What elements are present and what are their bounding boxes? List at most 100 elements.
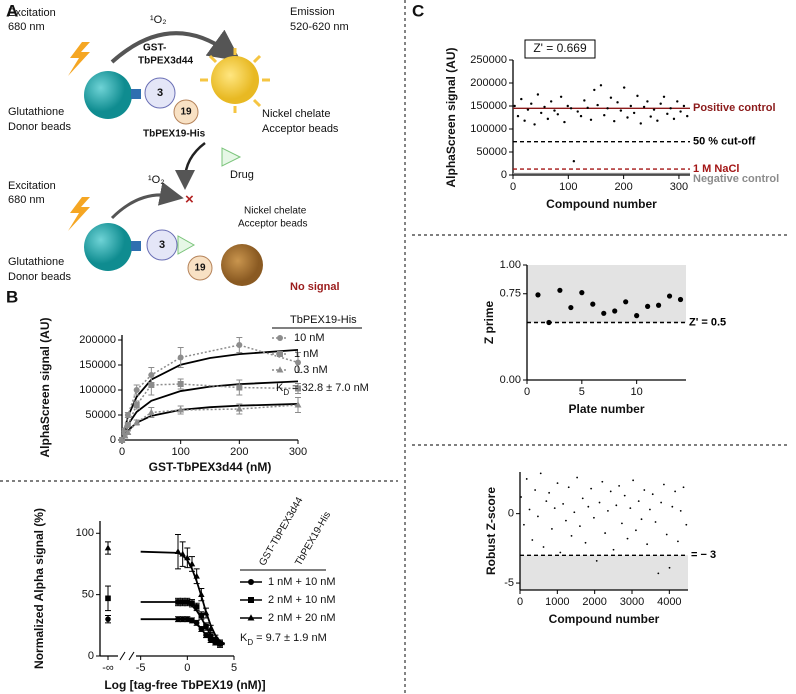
marker: [654, 521, 657, 523]
marker: [621, 522, 623, 525]
y-tick-label: 50: [82, 589, 94, 601]
marker: [535, 292, 541, 298]
marker: [645, 303, 651, 309]
x-tick-label: -5: [136, 662, 146, 674]
marker: [609, 490, 612, 493]
marker: [551, 528, 553, 530]
legend-label: 1 nM + 10 nM: [268, 576, 336, 588]
marker: [679, 509, 682, 512]
marker: [546, 319, 552, 326]
label: Excitation: [8, 180, 56, 192]
label: Drug: [230, 169, 254, 181]
marker: [566, 104, 569, 108]
x-tick-label: 0: [184, 662, 190, 674]
marker: [534, 489, 537, 491]
marker: [562, 503, 565, 505]
marker: [659, 102, 662, 105]
bead-label: 19: [180, 107, 192, 118]
marker: [565, 519, 567, 522]
label: GST-: [143, 43, 166, 54]
marker: [677, 540, 679, 543]
acceptor-spikes: [200, 48, 270, 113]
panel-label: B: [6, 287, 18, 306]
marker: [530, 102, 533, 105]
marker: [649, 508, 651, 511]
label: No signal: [290, 281, 340, 293]
pex19: [173, 99, 199, 125]
gst-tag: [131, 89, 141, 99]
data-line: [121, 383, 299, 441]
y-tick-label: 100000: [79, 384, 116, 396]
y-tick-label: 100: [76, 527, 94, 539]
arrow: [175, 142, 206, 190]
label: TbPEX3d44: [138, 56, 193, 67]
marker: [637, 500, 640, 503]
y-tick-label: 50000: [476, 146, 507, 158]
label: Nickel chelate: [262, 108, 330, 120]
marker: [118, 436, 126, 443]
marker: [599, 84, 603, 87]
shade: [520, 555, 688, 590]
marker: [632, 479, 635, 482]
marker: [553, 507, 556, 509]
marker: [662, 95, 666, 99]
marker: [572, 160, 576, 163]
marker: [277, 351, 283, 357]
marker: [247, 614, 255, 621]
marker: [207, 625, 214, 632]
y-tick-label: 200000: [470, 77, 507, 89]
reference-label: Negative control: [693, 173, 779, 185]
x-tick-label: 200: [614, 181, 632, 193]
marker: [528, 508, 531, 511]
x-tick-label: 1000: [545, 596, 569, 608]
marker: [516, 114, 520, 118]
marker: [277, 335, 283, 341]
drug: [221, 147, 242, 167]
marker: [660, 501, 663, 504]
marker: [676, 100, 679, 103]
marker: [198, 612, 205, 619]
label: Acceptor beads: [238, 219, 308, 230]
y-tick-label: 0.00: [500, 374, 521, 386]
x-axis-title: Log [tag-free TbPEX19 (nM)]: [104, 678, 265, 692]
label: Emission: [290, 6, 335, 18]
marker: [105, 616, 111, 622]
marker: [556, 482, 559, 485]
x-tick-label: 100: [559, 181, 577, 193]
reference-label: = − 3: [691, 549, 716, 561]
marker: [568, 304, 574, 311]
marker: [570, 534, 573, 537]
y-tick-label: 0: [88, 650, 94, 662]
marker: [646, 543, 649, 546]
marker: [579, 525, 581, 528]
marker: [184, 554, 191, 561]
marker: [587, 505, 590, 508]
marker: [193, 620, 200, 626]
label: 680 nm: [8, 194, 45, 206]
y-tick-label: 100000: [470, 123, 507, 135]
marker: [679, 110, 682, 113]
marker: [548, 491, 551, 494]
x-tick-label: 0: [119, 446, 125, 458]
panel-label: A: [6, 1, 18, 20]
label: Glutathione: [8, 256, 64, 268]
marker: [537, 515, 539, 518]
marker: [207, 633, 214, 640]
marker: [607, 509, 609, 512]
marker: [623, 494, 626, 497]
marker: [613, 119, 616, 123]
kd-part: D: [283, 388, 289, 397]
legend-label: 2 nM + 10 nM: [268, 594, 336, 606]
marker: [539, 472, 542, 475]
label: 520-620 nm: [290, 21, 349, 33]
marker: [671, 505, 674, 508]
pex3: [146, 229, 178, 261]
gst-tag: [131, 241, 141, 251]
lightning: [68, 42, 90, 76]
donor-bead: [84, 71, 132, 119]
marker: [639, 122, 642, 125]
marker: [626, 116, 629, 119]
marker: [606, 107, 609, 110]
marker: [525, 478, 528, 480]
fit-curve: [121, 403, 299, 441]
